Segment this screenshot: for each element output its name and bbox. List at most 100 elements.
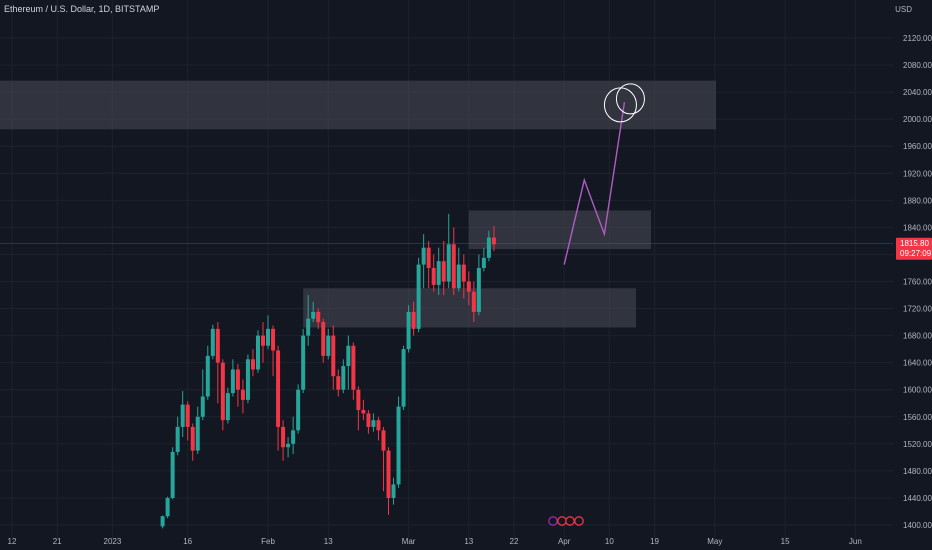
candle-body[interactable] — [255, 335, 260, 370]
candle-body[interactable] — [160, 516, 165, 527]
candle-body[interactable] — [185, 404, 190, 427]
candle-body[interactable] — [451, 244, 456, 289]
candle-body[interactable] — [481, 257, 486, 268]
candle-body[interactable] — [371, 420, 376, 427]
price-tick-label: 1480.00 — [903, 467, 932, 476]
time-tick-label: 21 — [53, 537, 62, 546]
candle-body[interactable] — [261, 335, 265, 346]
candle-body[interactable] — [240, 389, 245, 400]
candle-body[interactable] — [476, 267, 481, 312]
price-tick-label: 1840.00 — [903, 223, 932, 232]
candle-body[interactable] — [366, 413, 371, 427]
candle-body[interactable] — [230, 369, 235, 394]
candle-body[interactable] — [235, 369, 240, 390]
candle-body[interactable] — [170, 451, 175, 498]
candle-body[interactable] — [491, 237, 496, 245]
price-axis[interactable]: 1400.00 1440.00 1480.00 1520.00 1560.00 1600.… — [896, 34, 932, 530]
currency-label[interactable]: USD — [895, 5, 912, 14]
time-tick-label: Mar — [402, 537, 416, 546]
earnings-icon[interactable] — [557, 516, 567, 526]
candle-body[interactable] — [276, 350, 281, 427]
candle-body[interactable] — [351, 345, 356, 390]
candle-body[interactable] — [456, 264, 461, 289]
time-tick-label: 10 — [605, 537, 614, 546]
price-tick-label: 2120.00 — [903, 34, 932, 43]
candle-body[interactable] — [311, 311, 316, 319]
candle-body[interactable] — [416, 264, 421, 329]
candle-body[interactable] — [461, 264, 466, 282]
candle-body[interactable] — [190, 426, 195, 451]
candle-body[interactable] — [200, 396, 205, 417]
price-tick-label: 1880.00 — [903, 196, 932, 205]
candle-body[interactable] — [356, 389, 361, 411]
candle-body[interactable] — [441, 261, 446, 282]
events-layer[interactable] — [548, 516, 584, 526]
candle-body[interactable] — [210, 328, 215, 356]
time-tick-label: Apr — [558, 537, 571, 546]
candle-body[interactable] — [215, 328, 220, 363]
time-tick-label: Feb — [261, 537, 275, 546]
dividend-icon[interactable] — [548, 516, 558, 526]
candle-body[interactable] — [250, 359, 255, 370]
price-tag-box[interactable] — [896, 237, 932, 260]
time-tick-label: 19 — [650, 537, 659, 546]
candle-body[interactable] — [291, 430, 296, 444]
candle-body[interactable] — [180, 404, 185, 427]
candle-body[interactable] — [346, 345, 351, 367]
target-circle-inner — [615, 83, 645, 115]
candle-body[interactable] — [271, 328, 276, 351]
candle-body[interactable] — [486, 237, 491, 258]
candle-body[interactable] — [245, 359, 250, 400]
candle-body[interactable] — [421, 247, 426, 265]
candle-body[interactable] — [431, 267, 436, 285]
grid-lines — [0, 0, 893, 538]
candle-body[interactable] — [341, 366, 346, 390]
candle-body[interactable] — [466, 281, 471, 292]
candle-body[interactable] — [306, 318, 311, 336]
price-tag-countdown: 09:27:09 — [900, 249, 932, 258]
candle-body[interactable] — [286, 443, 291, 448]
earnings-icon[interactable] — [565, 516, 575, 526]
price-tick-label: 1560.00 — [903, 413, 932, 422]
zone-rectangle — [0, 80, 716, 130]
candle-body[interactable] — [426, 247, 431, 268]
candle-body[interactable] — [436, 261, 441, 285]
time-axis[interactable]: 12 21 2023 16 Feb 13 Mar 13 22 Apr 10 19 May 15 Jun — [8, 537, 862, 546]
candle-body[interactable] — [321, 322, 326, 356]
candle-body[interactable] — [301, 335, 306, 390]
candle-body[interactable] — [175, 426, 180, 452]
time-tick-label: 13 — [464, 537, 473, 546]
candle-body[interactable] — [205, 355, 210, 397]
candle-body[interactable] — [411, 311, 416, 329]
candle-body[interactable] — [225, 393, 230, 421]
candle-body[interactable] — [471, 291, 476, 312]
candle-body[interactable] — [406, 311, 411, 350]
candle-body[interactable] — [316, 311, 321, 323]
price-tick-label: 1640.00 — [903, 359, 932, 368]
candle-body[interactable] — [396, 406, 401, 485]
candle-body[interactable] — [391, 484, 396, 498]
candle-body[interactable] — [220, 362, 225, 421]
candle-body[interactable] — [376, 420, 381, 431]
candles-layer[interactable] — [160, 213, 496, 529]
price-tick-label: 1680.00 — [903, 332, 932, 341]
symbol-title[interactable]: Ethereum / U.S. Dollar, 1D, BITSTAMP — [4, 4, 160, 14]
candle-body[interactable] — [195, 416, 200, 451]
time-tick-label: 15 — [781, 537, 790, 546]
candle-body[interactable] — [381, 430, 386, 451]
candle-body[interactable] — [296, 389, 301, 431]
price-tag-value: 1815.80 — [900, 239, 929, 248]
candle-body[interactable] — [331, 335, 336, 377]
candle-body[interactable] — [326, 335, 331, 356]
candle-body[interactable] — [401, 349, 406, 407]
candle-body[interactable] — [446, 244, 451, 282]
candle-body[interactable] — [266, 328, 271, 346]
time-tick-label: 22 — [510, 537, 519, 546]
candle-body[interactable] — [281, 426, 286, 448]
candle-body[interactable] — [165, 497, 170, 517]
earnings-icon[interactable] — [574, 516, 584, 526]
candle-body[interactable] — [361, 410, 366, 414]
candle-body[interactable] — [336, 376, 341, 390]
candle-body[interactable] — [386, 450, 391, 498]
